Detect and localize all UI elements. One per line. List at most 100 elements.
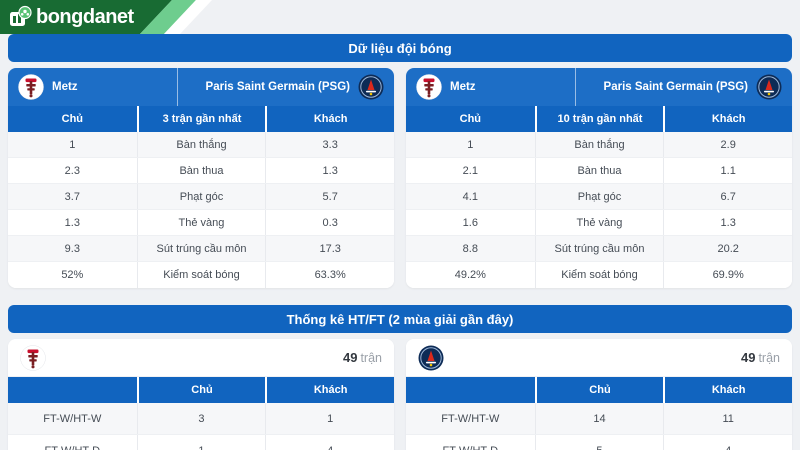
htft-rows: FT-W/HT-W 14 11 FT-W/HT-D 5 4 <box>406 403 792 450</box>
col-header-home: Chủ <box>61 113 84 125</box>
stat-home-value: 52% <box>61 269 84 281</box>
htft-card-psg: 49 trận Chủ Khách FT-W/HT-W 14 11 <box>406 339 792 450</box>
top-bar: bongdanet <box>0 0 800 34</box>
stat-label: Bàn thua <box>136 158 266 183</box>
stat-away-value: 2.9 <box>663 132 792 157</box>
col-header-period: 10 trận gần nhất <box>534 106 664 132</box>
stat-label: Bàn thua <box>534 158 664 183</box>
stat-row: 1.3 Thẻ vàng 0.3 <box>8 210 394 236</box>
stat-home-value: 4.1 <box>462 190 478 203</box>
stat-home-value: 3.7 <box>64 190 80 203</box>
logo-text: bongdanet <box>36 5 134 28</box>
stat-home-value: 1 <box>467 138 474 151</box>
away-team-cell: Paris Saint Germain (PSG) <box>178 68 394 106</box>
home-team-name: Metz <box>450 81 476 93</box>
stat-away-value: 1.3 <box>265 158 394 183</box>
columns-header-row: Chủ 3 trận gần nhất Khách <box>8 106 394 132</box>
htft-away-value: 4 <box>663 435 792 450</box>
stat-away-value: 63.3% <box>265 262 394 288</box>
bongdanet-logo[interactable]: bongdanet <box>0 0 216 34</box>
stat-away-value: 0.3 <box>265 210 394 235</box>
columns-header-row: Chủ Khách <box>8 377 394 403</box>
col-header-away: Khách <box>265 377 394 403</box>
stat-label: Sút trúng cầu môn <box>136 236 266 261</box>
col-header-empty <box>406 377 535 403</box>
metz-badge-icon <box>18 74 44 100</box>
stats-rows: 1 Bàn thắng 3.3 2.3 Bàn thua 1.3 3.7 Phạ… <box>8 132 394 288</box>
stat-label: Kiểm soát bóng <box>136 262 266 288</box>
stat-row: 49.2% Kiểm soát bóng 69.9% <box>406 262 792 288</box>
htft-row: FT-W/HT-D 5 4 <box>406 435 792 450</box>
metz-badge-icon <box>416 74 442 100</box>
section-title-text: Dữ liệu đội bóng <box>348 40 452 56</box>
teams-header-row: Metz Paris Saint Germain (PSG) <box>406 68 792 106</box>
stat-row: 2.1 Bàn thua 1.1 <box>406 158 792 184</box>
psg-badge-icon <box>418 344 444 371</box>
htft-home-value: 1 <box>136 435 266 450</box>
stat-away-value: 69.9% <box>663 262 792 288</box>
section-title-htft: Thống kê HT/FT (2 mùa giải gần đây) <box>8 305 792 333</box>
stat-row: 3.7 Phạt góc 5.7 <box>8 184 394 210</box>
away-team-cell: Paris Saint Germain (PSG) <box>576 68 792 106</box>
stat-home-value: 2.1 <box>462 164 478 177</box>
matches-count-label: trận <box>758 351 780 365</box>
stat-home-value: 1 <box>69 138 76 151</box>
stat-label: Sút trúng cầu môn <box>534 236 664 261</box>
col-header-home: Chủ <box>459 113 482 125</box>
htft-rows: FT-W/HT-W 3 1 FT-W/HT-D 1 4 <box>8 403 394 450</box>
htft-label: FT-W/HT-W <box>43 412 102 425</box>
home-team-name: Metz <box>52 81 78 93</box>
psg-badge-icon <box>755 74 782 100</box>
htft-card-header: 49 trận <box>406 339 792 377</box>
stat-label: Thẻ vàng <box>534 210 664 235</box>
team-stats-tables: Metz Paris Saint Germain (PSG) Chủ 3 trậ… <box>8 68 792 288</box>
htft-row: FT-W/HT-W 3 1 <box>8 403 394 435</box>
stat-away-value: 1.3 <box>663 210 792 235</box>
matches-count-value: 49 <box>740 350 756 365</box>
htft-label: FT-W/HT-W <box>441 412 500 425</box>
stat-label: Phạt góc <box>136 184 266 209</box>
stat-away-value: 6.7 <box>663 184 792 209</box>
col-header-empty <box>8 377 137 403</box>
htft-away-value: 4 <box>265 435 394 450</box>
stat-home-value: 9.3 <box>64 242 80 255</box>
stat-home-value: 1.6 <box>462 216 478 229</box>
col-header-away: Khách <box>663 106 792 132</box>
stat-label: Bàn thắng <box>534 132 664 157</box>
stat-label: Kiểm soát bóng <box>534 262 664 288</box>
stat-home-value: 49.2% <box>454 269 486 281</box>
stat-away-value: 17.3 <box>265 236 394 261</box>
section-title-team-data: Dữ liệu đội bóng <box>8 34 792 62</box>
stat-row: 1.6 Thẻ vàng 1.3 <box>406 210 792 236</box>
stat-home-value: 1.3 <box>64 216 80 229</box>
stat-row: 1 Bàn thắng 2.9 <box>406 132 792 158</box>
htft-label: FT-W/HT-D <box>8 435 137 450</box>
away-team-name: Paris Saint Germain (PSG) <box>205 81 350 93</box>
stat-row: 1 Bàn thắng 3.3 <box>8 132 394 158</box>
htft-row: FT-W/HT-D 1 4 <box>8 435 394 450</box>
stat-home-value: 8.8 <box>462 242 478 255</box>
stat-label: Phạt góc <box>534 184 664 209</box>
columns-header-row: Chủ 10 trận gần nhất Khách <box>406 106 792 132</box>
stat-away-value: 1.1 <box>663 158 792 183</box>
htft-home-value: 5 <box>534 435 664 450</box>
col-header-away: Khách <box>265 106 394 132</box>
col-header-away: Khách <box>663 377 792 403</box>
col-header-period: 3 trận gần nhất <box>136 106 266 132</box>
columns-header-row: Chủ Khách <box>406 377 792 403</box>
stat-home-value: 2.3 <box>64 164 80 177</box>
stat-label: Bàn thắng <box>136 132 266 157</box>
stats-rows: 1 Bàn thắng 2.9 2.1 Bàn thua 1.1 4.1 Phạ… <box>406 132 792 288</box>
stat-row: 52% Kiểm soát bóng 63.3% <box>8 262 394 288</box>
stat-row: 2.3 Bàn thua 1.3 <box>8 158 394 184</box>
stat-row: 9.3 Sút trúng cầu môn 17.3 <box>8 236 394 262</box>
home-team-cell: Metz <box>8 68 178 106</box>
bongdanet-icon <box>8 5 32 29</box>
metz-badge-icon <box>20 344 46 371</box>
matches-count: 49 trận <box>741 350 780 365</box>
stat-row: 4.1 Phạt góc 6.7 <box>406 184 792 210</box>
matches-count: 49 trận <box>343 350 382 365</box>
stat-label: Thẻ vàng <box>136 210 266 235</box>
